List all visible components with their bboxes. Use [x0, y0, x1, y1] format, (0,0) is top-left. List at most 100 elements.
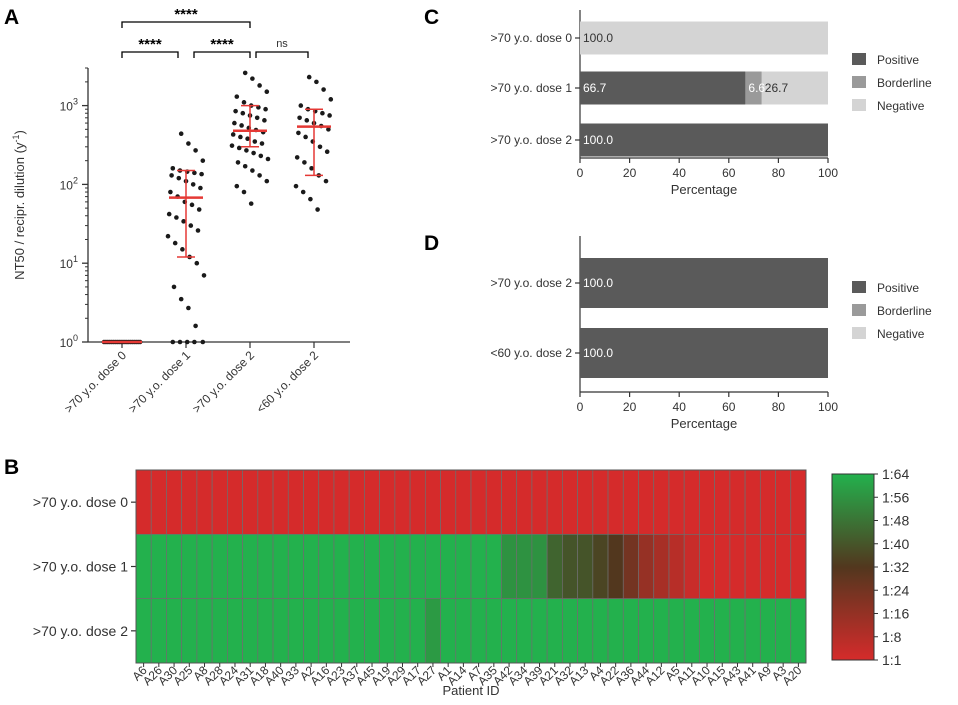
panel-d-legend-label: Borderline — [877, 304, 932, 318]
panel-c-legend-swatch-borderline — [852, 76, 866, 88]
panel-c-bar-negative — [761, 71, 828, 105]
panel-a-x-tick-label: <60 y.o. dose 2 — [254, 348, 322, 416]
panel-a-y-tick-label: 103 — [60, 97, 78, 114]
panel-c-x-tick-label: 20 — [623, 166, 637, 180]
panel-a-data-point — [244, 148, 249, 153]
panel-a-data-point — [199, 171, 204, 177]
panel-c-bar-value-label: 100.0 — [583, 31, 613, 45]
panel-c-x-tick-label: 40 — [673, 166, 687, 180]
panel-b-heatmap-cell — [455, 598, 472, 664]
panel-b-heatmap-cell — [607, 533, 624, 600]
panel-b-heatmap-cell — [379, 533, 396, 600]
panel-b-heatmap-cell — [166, 598, 183, 664]
panel-b-heatmap-cell — [699, 469, 715, 535]
panel-a-data-point — [258, 153, 264, 159]
panel-b-heatmap-cell — [470, 533, 487, 600]
panel-a-y-tick-label: 101 — [60, 254, 78, 271]
panel-d-x-tick-label: 0 — [577, 400, 584, 414]
panel-a-data-point — [248, 201, 254, 206]
panel-b-heatmap-cell — [714, 469, 731, 535]
panel-b-heatmap-cell — [470, 598, 487, 664]
panel-b-heatmap-cell — [744, 533, 761, 600]
panel-a-data-point — [200, 158, 206, 163]
panel-a-data-point — [250, 76, 255, 81]
panel-b-heatmap-cell — [775, 598, 792, 664]
panel-a-data-point — [233, 108, 238, 114]
panel-b-heatmap-cell — [562, 598, 578, 664]
panel-b-heatmap-cell — [577, 598, 594, 664]
panel-d-stacked-bar-chart: >70 y.o. dose 2 100.0 <60 y.o. dose 2 100.0… — [490, 236, 932, 431]
panel-c-letter: C — [424, 6, 439, 29]
panel-b-heatmap-cell — [196, 469, 213, 535]
panel-a-data-point — [264, 178, 270, 184]
panel-b-heatmap-cell — [364, 533, 380, 600]
panel-b-heatmap-cell — [287, 469, 304, 535]
panel-a-data-point — [320, 110, 325, 116]
panel-b-heatmap-cell — [227, 533, 243, 600]
panel-c-x-tick-label: 0 — [577, 166, 584, 180]
panel-b-heatmap-cell — [683, 469, 700, 535]
panel-b-heatmap-cell — [257, 598, 274, 664]
panel-b-heatmap-cell — [318, 598, 335, 664]
panel-b-heatmap-cell — [592, 598, 609, 664]
panel-a-data-point — [308, 196, 313, 202]
panel-a-significance-bracket — [121, 51, 179, 58]
panel-b-heatmap-cell — [333, 598, 350, 664]
panel-b-heatmap-cell — [181, 533, 198, 600]
panel-b-heatmap-cell — [424, 469, 441, 535]
panel-b-heatmap-cell — [379, 598, 396, 664]
panel-b-heatmap-cell — [699, 598, 715, 664]
panel-a-significance-label: ns — [276, 38, 288, 50]
panel-a-data-point — [263, 106, 268, 112]
panel-a-data-point — [306, 74, 312, 80]
panel-a-x-tick-label: >70 y.o. dose 0 — [62, 348, 130, 416]
panel-a-significance-label: **** — [174, 6, 198, 23]
panel-d-x-tick-label: 100 — [818, 400, 838, 414]
panel-a-data-point — [194, 260, 200, 266]
panel-d-x-tick-label: 80 — [772, 400, 786, 414]
panel-b-heatmap-cell — [622, 598, 639, 664]
panel-a-data-point — [251, 150, 256, 156]
panel-a-data-point — [180, 247, 185, 252]
panel-b-heatmap-cell — [257, 533, 274, 600]
panel-c-bar-value-label: 26.7 — [765, 81, 789, 95]
panel-d-bar-value-label: 100.0 — [583, 276, 613, 290]
panel-d-legend-swatch-positive — [852, 281, 866, 293]
panel-a-data-point — [245, 136, 250, 142]
panel-b-heatmap-cell — [272, 469, 289, 535]
panel-b-heatmap-cell — [759, 598, 776, 664]
panel-a-data-point — [257, 83, 262, 88]
panel-b-heatmap-cell — [683, 533, 700, 600]
panel-b-heatmap-cell — [790, 533, 807, 600]
panel-b-heatmap-cell — [394, 469, 411, 535]
panel-b-heatmap-cell — [150, 533, 167, 600]
panel-b-heatmap-cell — [348, 469, 365, 535]
panel-a-significance-bracket — [193, 51, 251, 58]
panel-b-heatmap-cell — [622, 533, 639, 600]
panel-b-heatmap-cell — [409, 533, 426, 600]
panel-b-heatmap-cell — [318, 533, 335, 600]
panel-a-data-point — [234, 183, 240, 189]
panel-d-x-tick-label: 20 — [623, 400, 637, 414]
panel-a-data-point — [193, 323, 198, 329]
panel-d-x-tick-label: 40 — [673, 400, 687, 414]
panel-b-heatmap-cell — [211, 533, 228, 600]
panel-b-heatmap-cell — [485, 598, 502, 664]
panel-a-data-point — [241, 189, 247, 195]
panel-b-x-axis-title: Patient ID — [442, 683, 499, 698]
panel-b-heatmap-cell — [135, 469, 152, 535]
panel-b-heatmap-cell — [455, 533, 472, 600]
panel-a-data-point — [178, 296, 184, 302]
panel-b-heatmap-cell — [364, 469, 380, 535]
panel-a-y-axis-title: NT50 / recipr. dilution (y-1) — [11, 130, 27, 280]
panel-b-heatmap-cell — [135, 598, 152, 664]
panel-b-heatmap-cell — [211, 598, 228, 664]
panel-a-data-point — [196, 207, 202, 212]
panel-a-data-point — [189, 202, 195, 208]
panel-a-data-point — [174, 215, 179, 220]
panel-a-data-point — [323, 178, 329, 184]
panel-a-data-point — [327, 113, 332, 118]
panel-a-data-point — [186, 141, 191, 146]
panel-b-heatmap-cell — [653, 469, 670, 535]
panel-d-bar-positive — [580, 258, 828, 308]
